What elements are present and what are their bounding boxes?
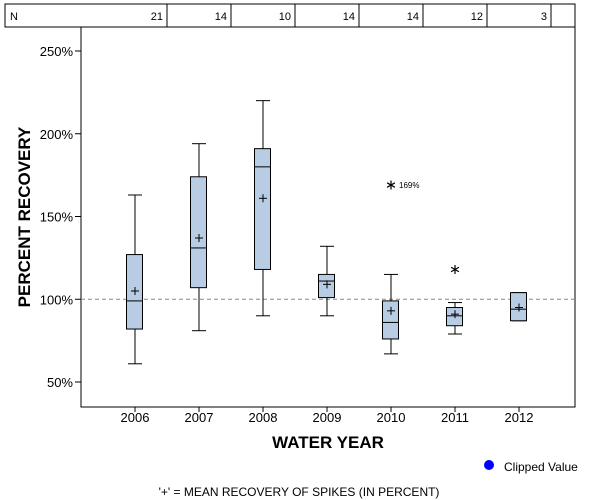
- x-tick-label: 2010: [377, 410, 406, 425]
- outlier-asterisk: [450, 266, 460, 273]
- outlier-2010: 169%: [386, 180, 419, 190]
- y-tick-label: 150%: [40, 210, 74, 225]
- x-axis: 2006 2007 2008 2009 2010 2011 2012: [121, 407, 534, 425]
- iqr-box: [382, 300, 399, 340]
- n-value: 14: [343, 11, 355, 23]
- box-2012: [510, 292, 527, 322]
- n-value: 10: [279, 11, 291, 23]
- x-tick-label: 2007: [185, 410, 214, 425]
- plot-frame: [80, 26, 576, 408]
- box-2010: [382, 273, 399, 355]
- box-2006: [126, 194, 143, 365]
- n-value: 14: [215, 11, 227, 23]
- n-value: 12: [471, 11, 483, 23]
- y-tick-label: 50%: [47, 375, 73, 390]
- x-tick-label: 2009: [313, 410, 342, 425]
- outlier-2011: [450, 264, 460, 274]
- y-axis-title: PERCENT RECOVERY: [15, 126, 34, 307]
- x-tick-label: 2011: [441, 410, 469, 425]
- x-tick-label: 2006: [121, 410, 150, 425]
- iqr-box: [190, 176, 207, 289]
- n-label: N: [10, 11, 18, 23]
- n-value: 3: [541, 11, 547, 23]
- y-axis: 50% 100% 150% 200% 250%: [40, 44, 81, 390]
- y-tick-label: 100%: [40, 292, 74, 307]
- box-2011: [446, 302, 463, 335]
- box-2007: [190, 143, 207, 332]
- iqr-box: [254, 148, 271, 270]
- n-count-strip: N 21 14 10 14 14 12 3: [4, 3, 576, 28]
- box-2009: [318, 245, 335, 317]
- boxes-group: [126, 100, 527, 365]
- legend: Clipped Value: [484, 460, 578, 474]
- clipped-value-marker: [484, 460, 494, 470]
- outlier-label: 169%: [399, 181, 419, 190]
- box-2008: [254, 100, 271, 317]
- legend-clipped-label: Clipped Value: [504, 460, 578, 474]
- footnote: '+' = MEAN RECOVERY OF SPIKES (IN PERCEN…: [159, 485, 440, 499]
- y-tick-label: 200%: [40, 127, 74, 142]
- outliers-group: 169%: [386, 180, 460, 274]
- n-value: 14: [407, 11, 419, 23]
- x-axis-title: WATER YEAR: [272, 433, 384, 452]
- y-tick-label: 250%: [40, 44, 74, 59]
- x-tick-label: 2008: [249, 410, 278, 425]
- x-tick-label: 2012: [505, 410, 534, 425]
- outlier-asterisk: [386, 182, 396, 188]
- n-value: 21: [151, 11, 163, 23]
